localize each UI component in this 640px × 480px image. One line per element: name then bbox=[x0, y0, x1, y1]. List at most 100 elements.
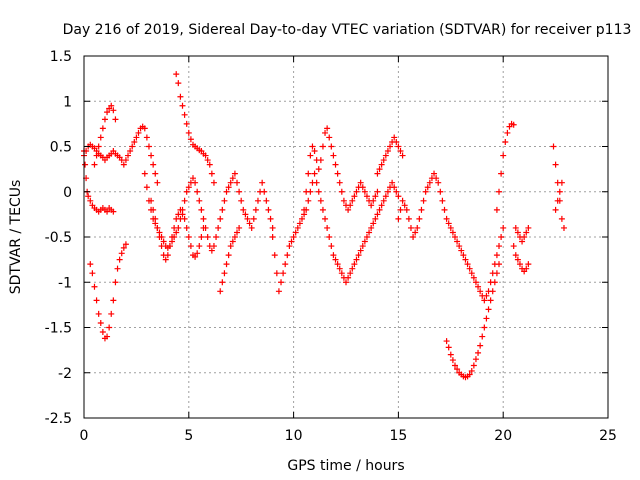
data-point bbox=[324, 224, 331, 231]
data-point bbox=[200, 215, 207, 222]
data-point bbox=[219, 206, 226, 213]
data-point bbox=[225, 252, 232, 259]
data-point bbox=[380, 197, 387, 204]
data-point bbox=[181, 111, 188, 118]
data-point bbox=[185, 234, 192, 240]
data-point bbox=[223, 188, 230, 195]
chart-title: Day 216 of 2019, Sidereal Day-to-day VTE… bbox=[63, 22, 632, 38]
data-point bbox=[483, 315, 490, 322]
data-point bbox=[460, 252, 467, 259]
data-point bbox=[261, 188, 268, 195]
data-point bbox=[334, 170, 341, 177]
data-point bbox=[173, 229, 180, 236]
series-trace-c bbox=[87, 241, 129, 342]
data-point bbox=[472, 279, 479, 286]
data-point bbox=[454, 238, 461, 245]
data-point bbox=[120, 161, 127, 168]
series-trace-g bbox=[173, 71, 217, 186]
y-tick-label: -1 bbox=[58, 275, 72, 291]
data-point bbox=[414, 224, 421, 231]
data-point bbox=[311, 170, 318, 177]
data-point bbox=[443, 338, 450, 345]
data-point bbox=[162, 256, 169, 263]
data-point bbox=[91, 283, 98, 290]
data-point bbox=[183, 224, 190, 231]
data-point bbox=[93, 152, 100, 159]
data-point bbox=[451, 234, 458, 240]
data-point bbox=[491, 279, 498, 286]
data-point bbox=[223, 261, 230, 268]
data-point bbox=[267, 215, 274, 222]
data-point bbox=[496, 243, 503, 250]
data-point bbox=[112, 116, 119, 123]
y-tick-label: -0.5 bbox=[45, 230, 72, 246]
data-point bbox=[351, 261, 358, 268]
data-point bbox=[131, 138, 138, 145]
data-point bbox=[412, 229, 419, 236]
data-point bbox=[451, 362, 458, 369]
data-point bbox=[248, 224, 255, 231]
data-point bbox=[166, 243, 173, 250]
data-point bbox=[185, 184, 192, 191]
data-point bbox=[374, 170, 381, 177]
data-point bbox=[242, 211, 249, 218]
data-point bbox=[397, 148, 404, 155]
series-trace-e bbox=[141, 170, 276, 254]
data-point bbox=[525, 224, 532, 231]
data-point bbox=[150, 206, 157, 213]
data-point bbox=[516, 261, 523, 268]
data-point bbox=[345, 274, 352, 281]
data-point bbox=[389, 179, 396, 186]
x-tick-label: 15 bbox=[389, 428, 407, 444]
data-point bbox=[82, 161, 89, 168]
data-point bbox=[135, 129, 142, 136]
series-trace-d bbox=[91, 102, 119, 168]
data-point bbox=[330, 252, 337, 259]
data-point bbox=[307, 152, 314, 159]
data-point bbox=[141, 170, 148, 177]
data-point bbox=[424, 184, 431, 191]
data-point bbox=[353, 256, 360, 263]
y-tick-label: 1.5 bbox=[50, 49, 72, 65]
data-point bbox=[87, 261, 94, 268]
data-point bbox=[468, 270, 475, 277]
data-point bbox=[108, 310, 115, 317]
data-point bbox=[485, 306, 492, 313]
data-point bbox=[154, 224, 161, 231]
data-point bbox=[366, 229, 373, 236]
data-point bbox=[393, 188, 400, 195]
data-point bbox=[445, 220, 452, 227]
data-point bbox=[370, 197, 377, 204]
data-point bbox=[407, 224, 414, 231]
data-point bbox=[437, 188, 444, 195]
data-point bbox=[269, 234, 276, 240]
data-point bbox=[378, 202, 385, 209]
data-point bbox=[148, 152, 155, 159]
data-point bbox=[152, 215, 159, 222]
data-point bbox=[95, 143, 102, 150]
data-point bbox=[95, 310, 102, 317]
data-point bbox=[475, 349, 482, 356]
data-point bbox=[441, 206, 448, 213]
data-point bbox=[332, 161, 339, 168]
data-point bbox=[221, 197, 228, 204]
data-point bbox=[194, 250, 201, 257]
data-point bbox=[213, 234, 220, 240]
data-point bbox=[305, 197, 312, 204]
data-point bbox=[200, 224, 207, 231]
data-point bbox=[196, 243, 203, 250]
x-tick-label: 5 bbox=[184, 428, 193, 444]
data-point bbox=[470, 362, 477, 369]
data-point bbox=[198, 234, 205, 240]
data-point bbox=[97, 319, 104, 326]
data-point bbox=[493, 252, 500, 259]
data-point bbox=[521, 234, 528, 240]
data-point bbox=[359, 243, 366, 250]
data-point bbox=[399, 152, 406, 159]
data-point bbox=[210, 179, 217, 186]
data-point bbox=[114, 265, 121, 272]
data-point bbox=[332, 256, 339, 263]
data-point bbox=[449, 229, 456, 236]
data-point bbox=[334, 261, 341, 268]
